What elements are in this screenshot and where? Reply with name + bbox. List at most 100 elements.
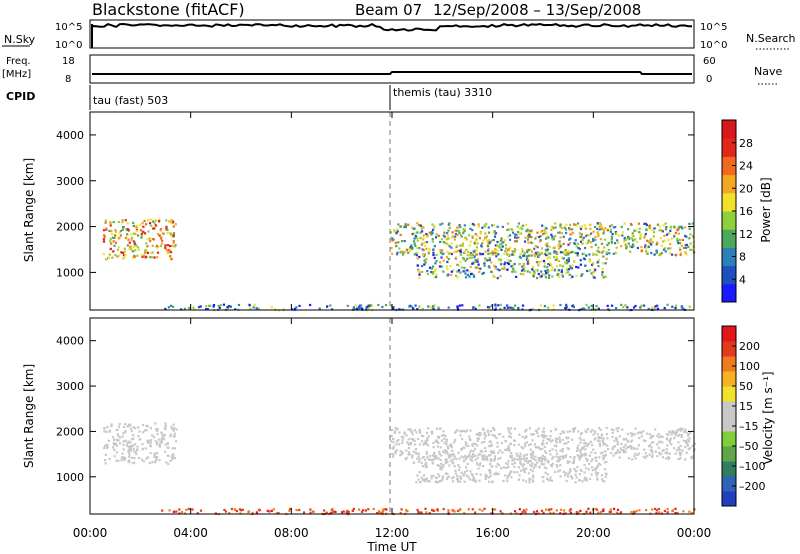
data-cell: [511, 250, 514, 253]
data-cell: [475, 246, 478, 249]
data-cell: [454, 469, 457, 472]
data-cell: [573, 467, 576, 471]
data-cell: [550, 508, 553, 511]
data-cell: [670, 443, 673, 446]
data-cell: [437, 457, 440, 460]
data-cell: [451, 231, 454, 234]
data-cell: [439, 223, 442, 226]
data-cell: [636, 240, 639, 244]
data-cell: [602, 457, 605, 461]
data-cell: [489, 472, 492, 475]
data-cell: [568, 227, 571, 230]
data-cell: [119, 234, 122, 237]
data-cell: [132, 232, 135, 235]
data-cell: [518, 478, 521, 481]
data-cell: [395, 440, 398, 443]
data-cell: [428, 266, 432, 269]
x-tick-label: 04:00: [173, 526, 208, 540]
data-cell: [109, 222, 112, 225]
data-cell: [676, 512, 679, 515]
data-cell: [394, 241, 397, 244]
data-cell: [122, 448, 125, 451]
data-cell: [638, 509, 641, 512]
data-cell: [125, 228, 128, 231]
data-cell: [525, 436, 528, 439]
data-cell: [497, 304, 500, 307]
data-cell: [423, 263, 426, 266]
data-cell: [539, 457, 542, 460]
data-cell: [536, 461, 539, 464]
data-cell: [145, 424, 148, 427]
data-cell: [420, 264, 424, 268]
data-cell: [460, 471, 463, 474]
data-cell: [413, 429, 416, 432]
nave-tick-bottom: 0: [706, 74, 712, 85]
data-cell: [351, 509, 354, 512]
data-cell: [143, 219, 146, 223]
data-cell: [447, 446, 450, 449]
data-cell: [537, 261, 541, 264]
data-cell: [577, 448, 580, 451]
x-tick-label: 08:00: [274, 526, 309, 540]
data-cell: [594, 243, 597, 246]
data-cell: [483, 454, 486, 457]
data-cell: [172, 423, 175, 426]
data-cell: [685, 451, 688, 454]
data-cell: [468, 435, 471, 438]
data-cell: [605, 257, 608, 260]
data-cell: [498, 245, 501, 248]
data-cell: [113, 236, 116, 239]
data-cell: [583, 454, 586, 457]
data-cell: [432, 253, 435, 257]
data-cell: [486, 244, 489, 247]
data-cell: [515, 239, 518, 243]
data-cell: [651, 241, 654, 244]
data-cell: [642, 455, 645, 458]
data-cell: [506, 228, 509, 231]
data-cell: [578, 479, 581, 482]
data-cell: [437, 306, 440, 309]
data-cell: [366, 305, 369, 308]
data-cell: [565, 259, 569, 262]
data-cell: [644, 246, 647, 249]
data-cell: [627, 236, 630, 239]
data-cell: [422, 254, 425, 257]
data-cell: [501, 267, 504, 270]
data-cell: [495, 436, 498, 440]
data-cell: [489, 241, 492, 244]
data-cell: [664, 250, 667, 253]
data-cell: [226, 306, 229, 309]
data-cell: [591, 263, 594, 266]
data-cell: [122, 440, 125, 443]
data-cell: [451, 449, 454, 452]
data-cell: [520, 226, 523, 229]
data-cell: [167, 248, 170, 252]
data-cell: [154, 460, 157, 463]
data-cell: [547, 459, 550, 462]
data-cell: [637, 444, 640, 447]
data-cell: [196, 512, 199, 515]
data-cell: [385, 508, 388, 511]
data-cell: [447, 229, 450, 232]
nsearch-tick-bottom: 10^0: [700, 40, 727, 51]
data-cell: [574, 469, 577, 472]
data-cell: [102, 238, 105, 241]
data-cell: [550, 440, 553, 443]
data-cell: [416, 457, 419, 460]
data-cell: [449, 459, 452, 462]
data-cell: [431, 454, 434, 457]
data-cell: [403, 431, 406, 434]
data-cell: [666, 452, 669, 455]
data-cell: [578, 473, 581, 476]
data-cell: [119, 230, 122, 233]
data-cell: [554, 437, 558, 440]
data-cell: [358, 304, 362, 307]
data-cell: [583, 452, 586, 455]
data-cell: [418, 277, 421, 280]
data-cell: [580, 233, 583, 236]
data-cell: [586, 459, 589, 462]
data-cell: [277, 512, 280, 515]
data-cell: [228, 512, 231, 515]
data-cell: [535, 261, 539, 264]
data-cell: [424, 442, 427, 446]
